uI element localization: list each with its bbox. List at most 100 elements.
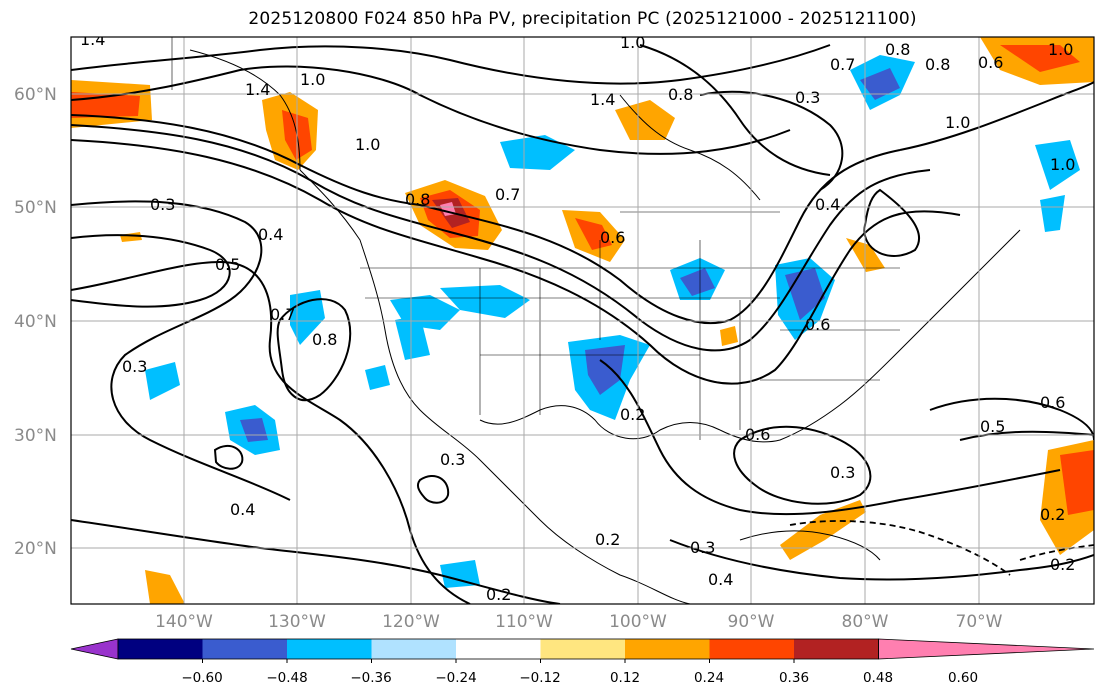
contour-label: 0.3 (690, 538, 715, 557)
contour-label: 0.3 (830, 463, 855, 482)
contour-label: 0.5 (980, 417, 1005, 436)
contour-label: 0.6 (805, 315, 830, 334)
colorbar-segment (625, 639, 710, 659)
contour-line (599, 359, 1061, 516)
precip-patch-montana-pos-core (575, 218, 612, 250)
contour-label: 0.8 (925, 55, 950, 74)
longitude-axis: 140°W 130°W 120°W 110°W 100°W 90°W 80°W … (155, 612, 1003, 632)
contour-line (71, 200, 291, 501)
contour-line-dashed (789, 520, 1011, 576)
contour-label-group: 1.4 1.0 1.4 1.0 0.8 0.7 0.8 0.3 1.0 0.8 … (80, 30, 1105, 604)
contour-label: 0.2 (486, 585, 511, 604)
contour-label: 0.2 (1040, 505, 1065, 524)
colorbar-segment (118, 639, 203, 659)
contour-label: 0.6 (978, 53, 1003, 72)
precip-patch-west-neg-3 (395, 315, 430, 360)
contour-line (71, 124, 931, 352)
contour-label: 0.8 (885, 40, 910, 59)
pv-contours-dashed (789, 520, 1094, 576)
colorbar-tick-label: 0.60 (948, 670, 978, 686)
contour-label: 0.8 (405, 190, 430, 209)
colorbar-segment (371, 639, 456, 659)
coastlines (189, 49, 1021, 604)
longitude-label: 110°W (495, 612, 553, 632)
contour-line (213, 444, 244, 470)
contour-label: 0.8 (312, 330, 337, 349)
colorbar-segment (202, 639, 287, 659)
colorbar-tick-label: 0.36 (779, 670, 809, 686)
contour-label: 0.6 (745, 425, 770, 444)
contour-line (899, 81, 1094, 151)
precip-patch-cuba-pos (780, 500, 866, 560)
colorbar: −0.60 −0.48 −0.36 −0.24 −0.12 0.12 0.24 … (70, 638, 1095, 686)
longitude-label: 80°W (842, 612, 889, 632)
contour-label: 0.3 (440, 450, 465, 469)
contour-label: 0.8 (668, 85, 693, 104)
contour-line (699, 90, 844, 191)
latitude-label: 40°N (14, 312, 57, 332)
contour-line (959, 430, 1094, 441)
contour-label: 0.3 (122, 357, 147, 376)
colorbar-tick-label: −0.48 (266, 670, 307, 686)
contour-label: 1.4 (80, 30, 105, 49)
latitude-label: 30°N (14, 426, 57, 446)
state-borders (171, 37, 900, 440)
precip-patch-ontario-pos (720, 326, 738, 346)
colorbar-segment (540, 639, 625, 659)
contour-line (71, 234, 231, 308)
colorbar-segment (456, 639, 541, 659)
contour-label: 0.4 (258, 225, 283, 244)
precip-patch-labrador-neg-core (860, 68, 900, 100)
contour-label: 1.4 (590, 90, 615, 109)
colorbar-extend-max (878, 638, 1095, 660)
contour-line (276, 298, 352, 401)
colorbar-tick-label: 0.12 (610, 670, 640, 686)
contour-label: 0.2 (620, 405, 645, 424)
contour-label: 0.4 (815, 195, 840, 214)
longitude-label: 120°W (382, 612, 440, 632)
longitude-label: 100°W (609, 612, 667, 632)
contour-label: 1.0 (1048, 40, 1073, 59)
contour-label: 1.0 (355, 135, 380, 154)
contour-line (929, 397, 1094, 441)
contour-line (71, 44, 831, 85)
graticule (71, 37, 1094, 604)
colorbar-tick-label: 0.24 (694, 670, 724, 686)
precip-patch-texas-neg-core (680, 268, 715, 296)
contour-label: 0.4 (708, 570, 733, 589)
colorbar-tick-label: −0.36 (350, 670, 391, 686)
colorbar-tick-label: 0.48 (863, 670, 893, 686)
colorbar-segment (709, 639, 794, 659)
contour-label: 0.6 (1095, 105, 1105, 124)
coastline (479, 405, 721, 440)
contour-label: 0.2 (595, 530, 620, 549)
latitude-axis: 60°N 50°N 40°N 30°N 20°N (14, 85, 57, 559)
latitude-label: 60°N (14, 85, 57, 105)
colorbar-segments (70, 638, 1095, 663)
contour-label: 0.7 (270, 305, 295, 324)
contour-label: 1.0 (945, 113, 970, 132)
colorbar-ticks: −0.60 −0.48 −0.36 −0.24 −0.12 0.12 0.24 … (181, 670, 978, 686)
precip-patch-mexico-neg-core (585, 345, 625, 395)
contour-line (71, 519, 561, 604)
colorbar-extend-min (70, 638, 119, 660)
coastline (189, 49, 301, 171)
precip-patch-cal-neg (365, 365, 390, 390)
contour-label: 0.2 (1050, 555, 1075, 574)
precip-patch-hudson-pos (615, 100, 675, 140)
precip-patch-pacific-neg-3 (145, 362, 180, 400)
precip-patch-baja-neg (440, 560, 480, 588)
longitude-label: 130°W (268, 612, 326, 632)
contour-line (639, 44, 831, 176)
precip-patch-quebec-pos-core (1000, 45, 1080, 72)
colorbar-segment (794, 639, 879, 659)
contour-label: 1.0 (620, 33, 645, 52)
colorbar-tick-label: −0.12 (519, 670, 560, 686)
contour-line (416, 475, 450, 504)
colorbar-outline (117, 638, 879, 660)
contour-label: 1.4 (245, 80, 270, 99)
contour-label: 0.7 (830, 55, 855, 74)
contour-label: 0.6 (1040, 393, 1065, 412)
coastline (719, 229, 1021, 443)
